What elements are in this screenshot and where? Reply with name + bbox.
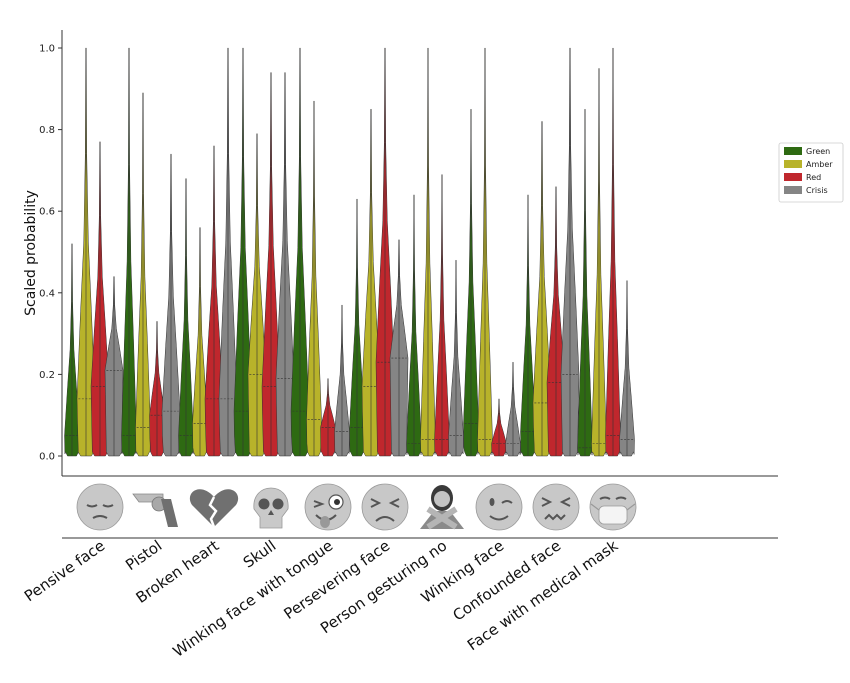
y-tick-label: 1.0	[39, 44, 55, 55]
axes	[61, 30, 778, 539]
violin-crisis	[161, 153, 181, 457]
violin-crisis	[619, 280, 635, 457]
violin-green	[463, 108, 479, 457]
pistol-icon	[132, 493, 178, 527]
y-tick-label: 0.4	[39, 288, 55, 299]
violin-amber	[591, 68, 607, 457]
legend-swatch-amber	[784, 160, 802, 168]
violin-amber	[532, 121, 552, 457]
violins	[64, 47, 635, 457]
violin-crisis	[448, 259, 464, 457]
violin-green	[349, 198, 365, 457]
legend: Green Amber Red Crisis	[778, 142, 844, 203]
y-tick-label: 0.6	[39, 207, 55, 218]
violin-green	[64, 243, 80, 457]
legend-label: Crisis	[806, 186, 828, 195]
legend-label: Green	[806, 147, 830, 156]
violin-red	[605, 47, 621, 457]
violin-amber	[420, 47, 436, 457]
y-tick-label: 0.0	[39, 452, 55, 463]
face-with-medical-mask-icon	[589, 483, 637, 531]
violin-green	[121, 47, 137, 457]
legend-swatch-crisis	[784, 186, 802, 194]
violin-red	[434, 174, 450, 457]
violin-green	[290, 47, 310, 457]
violin-amber	[477, 47, 493, 457]
category-label: Skull	[240, 537, 279, 572]
violin-crisis	[218, 47, 238, 457]
legend-label: Amber	[806, 160, 833, 169]
violin-green	[406, 194, 422, 457]
violin-red	[491, 398, 507, 457]
legend-label: Red	[806, 173, 821, 182]
skull-icon	[253, 487, 289, 529]
violin-crisis	[334, 304, 350, 457]
category-label: Pistol	[122, 537, 165, 575]
violin-red	[320, 378, 336, 457]
legend-swatch-green	[784, 147, 802, 155]
violin-crisis	[560, 47, 580, 457]
emoji-icons	[76, 483, 637, 531]
broken-heart-icon	[189, 489, 239, 528]
violin-crisis	[505, 361, 521, 457]
winking-face-icon	[475, 483, 523, 531]
y-tick-label: 0.2	[39, 370, 55, 381]
y-axis-label: Scaled probability	[23, 190, 39, 316]
legend-swatch-red	[784, 173, 802, 181]
y-ticks: 0.0 0.2 0.4 0.6 0.8 1.0	[39, 44, 62, 463]
y-tick-label: 0.8	[39, 125, 55, 136]
violin-amber	[135, 92, 151, 457]
person-gesturing-no-icon	[420, 485, 464, 530]
confounded-face-icon	[532, 483, 580, 531]
violin-amber	[306, 100, 322, 457]
pensive-face-icon	[76, 483, 124, 531]
violin-crisis	[389, 239, 409, 457]
violin-green	[577, 108, 593, 457]
persevering-face-icon	[361, 483, 409, 531]
category-label: Pensive face	[21, 537, 108, 606]
winking-face-with-tongue-icon	[304, 483, 352, 531]
violin-green	[178, 178, 194, 457]
violin-crisis	[104, 276, 124, 457]
